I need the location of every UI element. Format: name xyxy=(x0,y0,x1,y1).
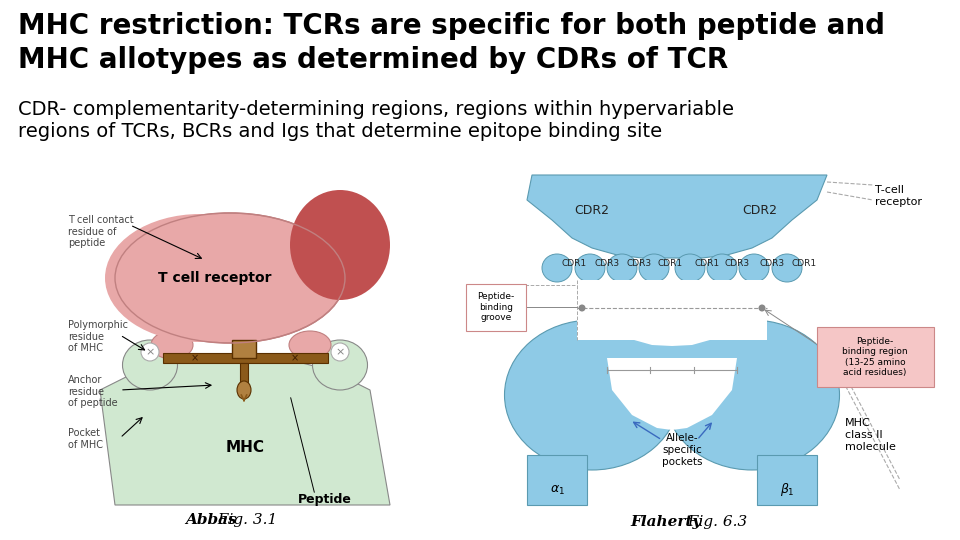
Ellipse shape xyxy=(505,320,680,470)
Text: ×: × xyxy=(335,347,345,357)
Ellipse shape xyxy=(123,340,178,390)
Bar xyxy=(163,353,328,363)
Ellipse shape xyxy=(331,343,349,361)
Ellipse shape xyxy=(739,254,769,282)
Polygon shape xyxy=(527,175,827,258)
Text: CDR1: CDR1 xyxy=(658,259,683,267)
Bar xyxy=(527,455,587,505)
Text: CDR2: CDR2 xyxy=(742,204,778,217)
Ellipse shape xyxy=(664,320,839,470)
Ellipse shape xyxy=(151,331,193,359)
Text: Pocket
of MHC: Pocket of MHC xyxy=(68,428,103,450)
Text: Peptide: Peptide xyxy=(298,494,352,507)
Ellipse shape xyxy=(105,214,295,342)
Ellipse shape xyxy=(115,213,345,343)
Text: CDR1: CDR1 xyxy=(562,259,587,267)
Ellipse shape xyxy=(290,190,390,300)
Text: T cell contact
residue of
peptide: T cell contact residue of peptide xyxy=(68,215,133,248)
Text: $\beta_1$: $\beta_1$ xyxy=(780,482,794,498)
Text: CDR1: CDR1 xyxy=(791,259,817,267)
Bar xyxy=(757,455,817,505)
FancyBboxPatch shape xyxy=(817,327,934,387)
Ellipse shape xyxy=(289,331,331,359)
Text: regions of TCRs, BCRs and Igs that determine epitope binding site: regions of TCRs, BCRs and Igs that deter… xyxy=(18,122,662,141)
Text: CDR3: CDR3 xyxy=(594,259,619,267)
Text: MHC: MHC xyxy=(226,441,265,456)
Text: Polymorphic
residue
of MHC: Polymorphic residue of MHC xyxy=(68,320,128,353)
Text: MHC
class II
molecule: MHC class II molecule xyxy=(845,418,896,451)
Polygon shape xyxy=(597,280,747,346)
Ellipse shape xyxy=(607,254,637,282)
Polygon shape xyxy=(607,358,737,430)
Text: Fig. 6.3: Fig. 6.3 xyxy=(683,515,747,529)
Text: ×: × xyxy=(291,353,300,363)
FancyBboxPatch shape xyxy=(466,284,526,331)
Bar xyxy=(240,363,248,385)
Text: Fig. 3.1: Fig. 3.1 xyxy=(213,513,277,527)
Text: ×: × xyxy=(191,353,199,363)
Text: Flaherty: Flaherty xyxy=(630,515,701,529)
Ellipse shape xyxy=(772,254,802,282)
Ellipse shape xyxy=(707,254,737,282)
Text: T-cell
receptor: T-cell receptor xyxy=(875,185,922,207)
Text: CDR1: CDR1 xyxy=(694,259,720,267)
Ellipse shape xyxy=(542,254,572,282)
Text: CDR- complementarity-determining regions, regions within hypervariable: CDR- complementarity-determining regions… xyxy=(18,100,734,119)
Text: MHC restriction: TCRs are specific for both peptide and: MHC restriction: TCRs are specific for b… xyxy=(18,12,885,40)
Ellipse shape xyxy=(639,254,669,282)
Text: Allele-
specific
pockets: Allele- specific pockets xyxy=(661,434,703,467)
Polygon shape xyxy=(100,358,390,505)
Ellipse shape xyxy=(237,381,251,399)
Text: Peptide-
binding region
(13-25 amino
acid residues): Peptide- binding region (13-25 amino aci… xyxy=(842,337,908,377)
Ellipse shape xyxy=(758,305,765,312)
Ellipse shape xyxy=(141,343,159,361)
Text: CDR3: CDR3 xyxy=(627,259,652,267)
Text: MHC allotypes as determined by CDRs of TCR: MHC allotypes as determined by CDRs of T… xyxy=(18,46,729,74)
Ellipse shape xyxy=(675,254,705,282)
Text: T cell receptor: T cell receptor xyxy=(158,271,272,285)
Text: Abbas: Abbas xyxy=(185,513,236,527)
Text: $\alpha_1$: $\alpha_1$ xyxy=(549,483,564,497)
Bar xyxy=(232,340,256,358)
Bar xyxy=(592,320,752,400)
Text: Anchor
residue
of peptide: Anchor residue of peptide xyxy=(68,375,118,408)
Ellipse shape xyxy=(313,340,368,390)
Text: CDR3: CDR3 xyxy=(759,259,784,267)
Text: CDR2: CDR2 xyxy=(574,204,610,217)
Text: CDR3: CDR3 xyxy=(725,259,750,267)
Bar xyxy=(577,280,767,340)
Text: Peptide-
binding
groove: Peptide- binding groove xyxy=(477,292,515,322)
Ellipse shape xyxy=(579,305,586,312)
Text: ×: × xyxy=(145,347,155,357)
Ellipse shape xyxy=(575,254,605,282)
